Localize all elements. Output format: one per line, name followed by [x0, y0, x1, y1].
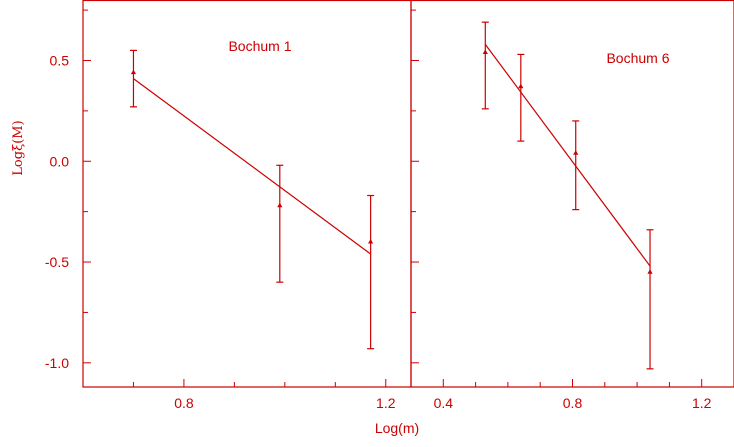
- fit-line: [484, 43, 651, 267]
- y-tick-label: 0.0: [50, 153, 70, 169]
- data-point-marker: [518, 83, 524, 89]
- data-point-marker: [573, 150, 579, 155]
- panel-bochum-6: 0.4 0.8 1.2 Bochum 6: [410, 0, 734, 411]
- x-tick-label: 1.2: [376, 395, 396, 411]
- x-axis-label: Log(m): [375, 420, 419, 436]
- y-axis-label: Logξ(M): [11, 120, 26, 175]
- data-point-marker: [647, 269, 653, 274]
- x-tick-label: 0.8: [563, 395, 583, 411]
- panel-bochum-1: 0.5 0.0 -0.5 -1.0 0.8 1.2 Bochum 1: [45, 0, 412, 411]
- x-tick-label: 0.8: [174, 395, 194, 411]
- panel-frame: [410, 0, 734, 388]
- x-tick-label: 1.2: [692, 395, 712, 411]
- data-point-marker: [130, 69, 137, 75]
- y-tick-label: -0.5: [45, 254, 69, 270]
- y-tick-label: -1.0: [45, 355, 69, 371]
- panel-frame: [82, 0, 412, 388]
- data-point-marker: [368, 238, 374, 244]
- fit-line: [133, 78, 371, 255]
- x-tick-label: 0.4: [434, 395, 454, 411]
- data-point-marker: [277, 202, 283, 208]
- panel-title: Bochum 1: [228, 38, 291, 54]
- data-point-marker: [482, 49, 488, 55]
- y-tick-label: 0.5: [50, 52, 70, 68]
- panel-title: Bochum 6: [606, 50, 669, 66]
